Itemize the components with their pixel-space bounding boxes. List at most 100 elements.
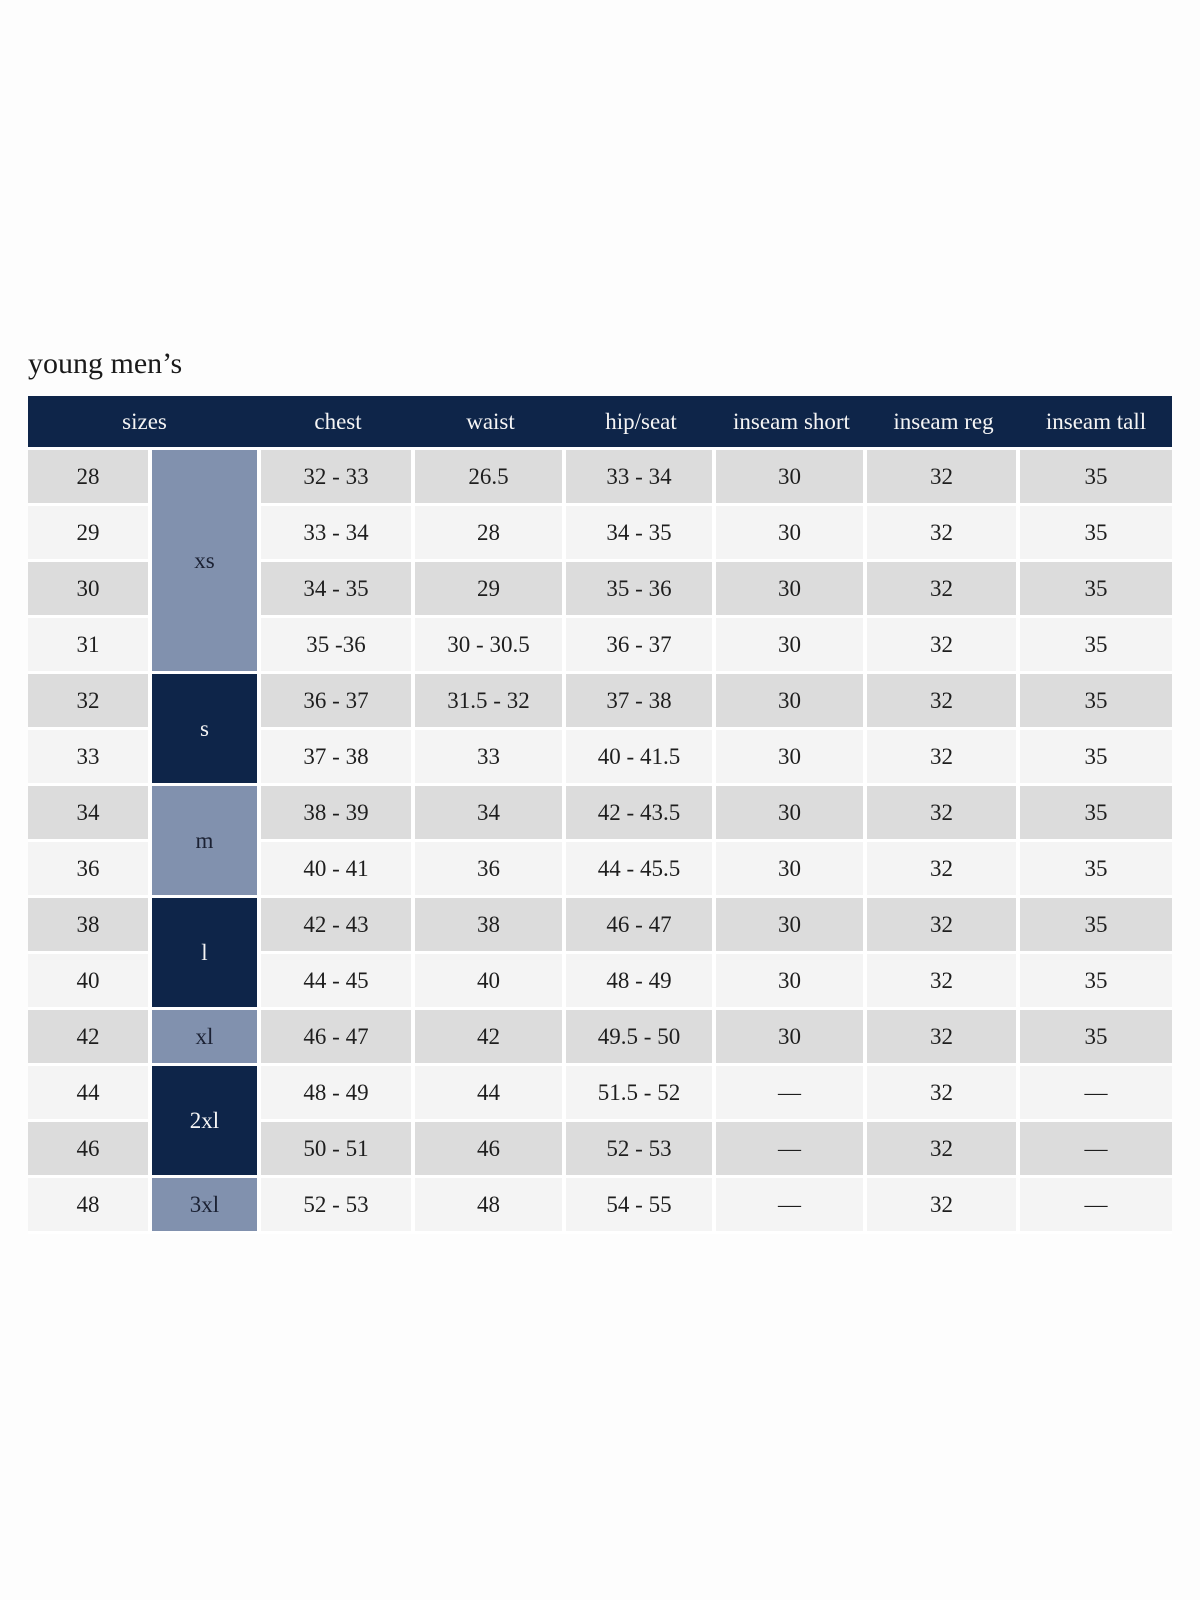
col-header-sizes: sizes bbox=[28, 396, 261, 450]
chest-cell: 37 - 38 bbox=[261, 730, 415, 786]
inseam-short-cell: 30 bbox=[716, 450, 867, 506]
hip-seat-cell: 49.5 - 50 bbox=[566, 1010, 716, 1066]
chest-cell: 40 - 41 bbox=[261, 842, 415, 898]
hip-seat-cell: 33 - 34 bbox=[566, 450, 716, 506]
col-header-hip-seat: hip/seat bbox=[566, 396, 716, 450]
waist-cell: 42 bbox=[415, 1010, 566, 1066]
hip-seat-cell: 35 - 36 bbox=[566, 562, 716, 618]
inseam-tall-cell: 35 bbox=[1020, 1010, 1172, 1066]
inseam-tall-cell: 35 bbox=[1020, 674, 1172, 730]
waist-cell: 30 - 30.5 bbox=[415, 618, 566, 674]
inseam-short-cell: 30 bbox=[716, 562, 867, 618]
chest-cell: 34 - 35 bbox=[261, 562, 415, 618]
table-row: 29 33 - 34 28 34 - 35 30 32 35 bbox=[28, 506, 1172, 562]
waist-cell: 29 bbox=[415, 562, 566, 618]
size-number-cell: 46 bbox=[28, 1122, 152, 1178]
inseam-short-cell: 30 bbox=[716, 1010, 867, 1066]
size-group-cell: 3xl bbox=[152, 1178, 261, 1234]
inseam-short-cell: 30 bbox=[716, 786, 867, 842]
table-row: 33 37 - 38 33 40 - 41.5 30 32 35 bbox=[28, 730, 1172, 786]
inseam-tall-cell: 35 bbox=[1020, 898, 1172, 954]
inseam-short-cell: 30 bbox=[716, 506, 867, 562]
inseam-short-cell: 30 bbox=[716, 954, 867, 1010]
inseam-reg-cell: 32 bbox=[867, 674, 1020, 730]
waist-cell: 36 bbox=[415, 842, 566, 898]
col-header-inseam-reg: inseam reg bbox=[867, 396, 1020, 450]
size-group-cell: m bbox=[152, 786, 261, 898]
size-group-cell: xl bbox=[152, 1010, 261, 1066]
inseam-short-cell: 30 bbox=[716, 898, 867, 954]
inseam-short-cell: 30 bbox=[716, 842, 867, 898]
size-number-cell: 48 bbox=[28, 1178, 152, 1234]
size-number-cell: 29 bbox=[28, 506, 152, 562]
chest-cell: 42 - 43 bbox=[261, 898, 415, 954]
inseam-short-cell: — bbox=[716, 1178, 867, 1234]
size-number-cell: 31 bbox=[28, 618, 152, 674]
inseam-tall-cell: 35 bbox=[1020, 450, 1172, 506]
hip-seat-cell: 46 - 47 bbox=[566, 898, 716, 954]
inseam-reg-cell: 32 bbox=[867, 1066, 1020, 1122]
inseam-reg-cell: 32 bbox=[867, 618, 1020, 674]
inseam-tall-cell: 35 bbox=[1020, 562, 1172, 618]
inseam-reg-cell: 32 bbox=[867, 842, 1020, 898]
inseam-tall-cell: 35 bbox=[1020, 954, 1172, 1010]
chest-cell: 36 - 37 bbox=[261, 674, 415, 730]
inseam-short-cell: 30 bbox=[716, 618, 867, 674]
size-number-cell: 38 bbox=[28, 898, 152, 954]
size-group-cell: xs bbox=[152, 450, 261, 674]
size-number-cell: 33 bbox=[28, 730, 152, 786]
inseam-tall-cell: 35 bbox=[1020, 786, 1172, 842]
chest-cell: 44 - 45 bbox=[261, 954, 415, 1010]
inseam-tall-cell: — bbox=[1020, 1122, 1172, 1178]
chest-cell: 46 - 47 bbox=[261, 1010, 415, 1066]
waist-cell: 28 bbox=[415, 506, 566, 562]
chest-cell: 48 - 49 bbox=[261, 1066, 415, 1122]
inseam-tall-cell: 35 bbox=[1020, 506, 1172, 562]
inseam-tall-cell: 35 bbox=[1020, 618, 1172, 674]
inseam-short-cell: — bbox=[716, 1066, 867, 1122]
inseam-reg-cell: 32 bbox=[867, 898, 1020, 954]
waist-cell: 34 bbox=[415, 786, 566, 842]
chest-cell: 38 - 39 bbox=[261, 786, 415, 842]
hip-seat-cell: 40 - 41.5 bbox=[566, 730, 716, 786]
table-row: 48 3xl 52 - 53 48 54 - 55—32— bbox=[28, 1178, 1172, 1234]
size-number-cell: 30 bbox=[28, 562, 152, 618]
hip-seat-cell: 36 - 37 bbox=[566, 618, 716, 674]
col-header-chest: chest bbox=[261, 396, 415, 450]
waist-cell: 31.5 - 32 bbox=[415, 674, 566, 730]
table-row: 44 2xl 48 - 49 44 51.5 - 52—32— bbox=[28, 1066, 1172, 1178]
table-row: 32 s 36 - 37 31.5 - 32 37 - 38 30 32 35 bbox=[28, 674, 1172, 786]
table-row: 42 xl 46 - 47 42 49.5 - 50 30 32 35 bbox=[28, 1010, 1172, 1066]
inseam-short-cell: — bbox=[716, 1122, 867, 1178]
inseam-reg-cell: 32 bbox=[867, 1178, 1020, 1234]
hip-seat-cell: 44 - 45.5 bbox=[566, 842, 716, 898]
table-row: 28 xs 32 - 33 26.5 33 - 34 30 32 35 bbox=[28, 450, 1172, 674]
hip-seat-cell: 42 - 43.5 bbox=[566, 786, 716, 842]
inseam-reg-cell: 32 bbox=[867, 450, 1020, 506]
col-header-inseam-short: inseam short bbox=[716, 396, 867, 450]
hip-seat-cell: 52 - 53 bbox=[566, 1122, 716, 1178]
size-number-cell: 34 bbox=[28, 786, 152, 842]
chest-cell: 32 - 33 bbox=[261, 450, 415, 506]
waist-cell: 44 bbox=[415, 1066, 566, 1122]
inseam-reg-cell: 32 bbox=[867, 730, 1020, 786]
hip-seat-cell: 37 - 38 bbox=[566, 674, 716, 730]
table-row: 34 m 38 - 39 34 42 - 43.5 30 32 35 bbox=[28, 786, 1172, 898]
table-row: 36 40 - 41 36 44 - 45.5 30 32 35 bbox=[28, 842, 1172, 898]
size-number-cell: 44 bbox=[28, 1066, 152, 1122]
inseam-short-cell: 30 bbox=[716, 730, 867, 786]
table-row: 40 44 - 45 40 48 - 49 30 32 35 bbox=[28, 954, 1172, 1010]
size-group-cell: s bbox=[152, 674, 261, 786]
size-number-cell: 40 bbox=[28, 954, 152, 1010]
chest-cell: 50 - 51 bbox=[261, 1122, 415, 1178]
size-number-cell: 36 bbox=[28, 842, 152, 898]
page-title: young men’s bbox=[28, 347, 183, 380]
table-row: 38 l 42 - 43 38 46 - 47 30 32 35 bbox=[28, 898, 1172, 1010]
chest-cell: 33 - 34 bbox=[261, 506, 415, 562]
inseam-tall-cell: 35 bbox=[1020, 730, 1172, 786]
inseam-reg-cell: 32 bbox=[867, 786, 1020, 842]
table-row: 46 50 - 51 46 52 - 53—32— bbox=[28, 1122, 1172, 1178]
size-chart-table: sizes chest waist hip/seat inseam short … bbox=[28, 396, 1172, 1234]
waist-cell: 46 bbox=[415, 1122, 566, 1178]
